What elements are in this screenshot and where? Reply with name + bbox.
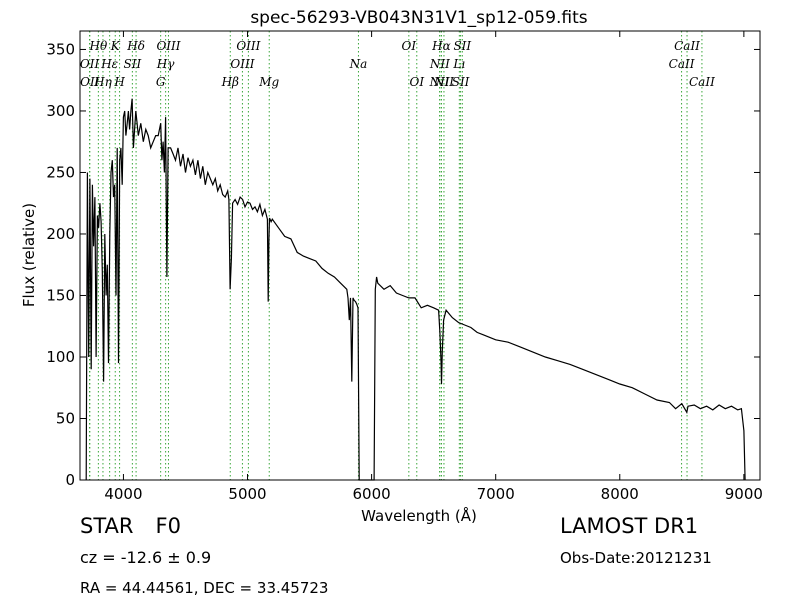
x-tick-label: 8000	[601, 485, 639, 503]
line-label: K	[110, 39, 121, 53]
line-label: NII	[429, 57, 450, 71]
x-tick-label: 6000	[353, 485, 391, 503]
spectrum-line	[85, 98, 746, 481]
y-tick-label: 100	[46, 348, 75, 366]
line-label: Mg	[258, 75, 279, 89]
coordinates-value: RA = 44.44561, DEC = 33.45723	[80, 579, 329, 597]
redshift-value: cz = -12.6 ± 0.9	[80, 548, 212, 567]
line-label: H	[113, 75, 125, 89]
line-label: Hα	[431, 39, 451, 53]
y-tick-label: 0	[65, 471, 75, 489]
x-tick-label: 4000	[104, 485, 142, 503]
line-label: Hδ	[126, 39, 145, 53]
y-tick-label: 150	[46, 286, 75, 304]
line-label: SII	[124, 57, 142, 71]
line-label: OIII	[236, 39, 260, 53]
survey-name: LAMOST DR1	[560, 514, 699, 538]
line-label: Na	[349, 57, 368, 71]
line-label: SII	[452, 75, 470, 89]
x-axis: 4000 5000 6000 7000 8000 9000	[104, 31, 763, 503]
line-label: CaII	[669, 57, 695, 71]
line-label: NII	[429, 75, 450, 89]
line-label: OIII	[230, 57, 254, 71]
line-label: Hθ	[89, 39, 108, 53]
line-label: SII	[453, 39, 471, 53]
y-axis: 0 50 100 150 200 250 300 350	[46, 40, 760, 489]
line-label: NII	[433, 75, 454, 89]
line-label: G	[156, 75, 166, 89]
line-label: Hη	[93, 75, 112, 89]
line-label: OI	[402, 39, 417, 53]
line-label: CaII	[674, 39, 700, 53]
line-labels: OII OII Hθ Hη Hε K H SII Hδ G Hγ OIII Hβ OIII OIII Mg Na…	[80, 39, 715, 89]
y-tick-label: 200	[46, 225, 75, 243]
x-tick-label: 9000	[725, 485, 763, 503]
x-axis-label: Wavelength (Å)	[361, 506, 477, 525]
y-tick-label: 350	[46, 40, 75, 58]
object-class: STAR F0	[80, 514, 181, 538]
line-label: Lı	[452, 57, 465, 71]
class-value: STAR	[80, 514, 134, 538]
y-tick-label: 250	[46, 163, 75, 181]
y-axis-label: Flux (relative)	[20, 203, 38, 307]
plot-frame	[79, 30, 761, 481]
line-label: Hβ	[221, 75, 239, 89]
y-tick-label: 300	[46, 102, 75, 120]
subclass-value: F0	[155, 514, 181, 538]
line-label: OII	[80, 75, 100, 89]
observation-date: Obs-Date:20121231	[560, 549, 712, 567]
line-label: CaII	[689, 75, 715, 89]
y-tick-label: 50	[56, 409, 75, 427]
line-label: OI	[409, 75, 424, 89]
line-label: Hε	[100, 57, 118, 71]
chart-title: spec-56293-VB043N31V1_sp12-059.fits	[250, 8, 587, 28]
x-tick-label: 5000	[228, 485, 266, 503]
line-label: OII	[80, 57, 100, 71]
line-markers	[89, 31, 703, 480]
x-tick-label: 7000	[477, 485, 515, 503]
line-label: Hγ	[156, 57, 175, 71]
line-label: OIII	[156, 39, 180, 53]
